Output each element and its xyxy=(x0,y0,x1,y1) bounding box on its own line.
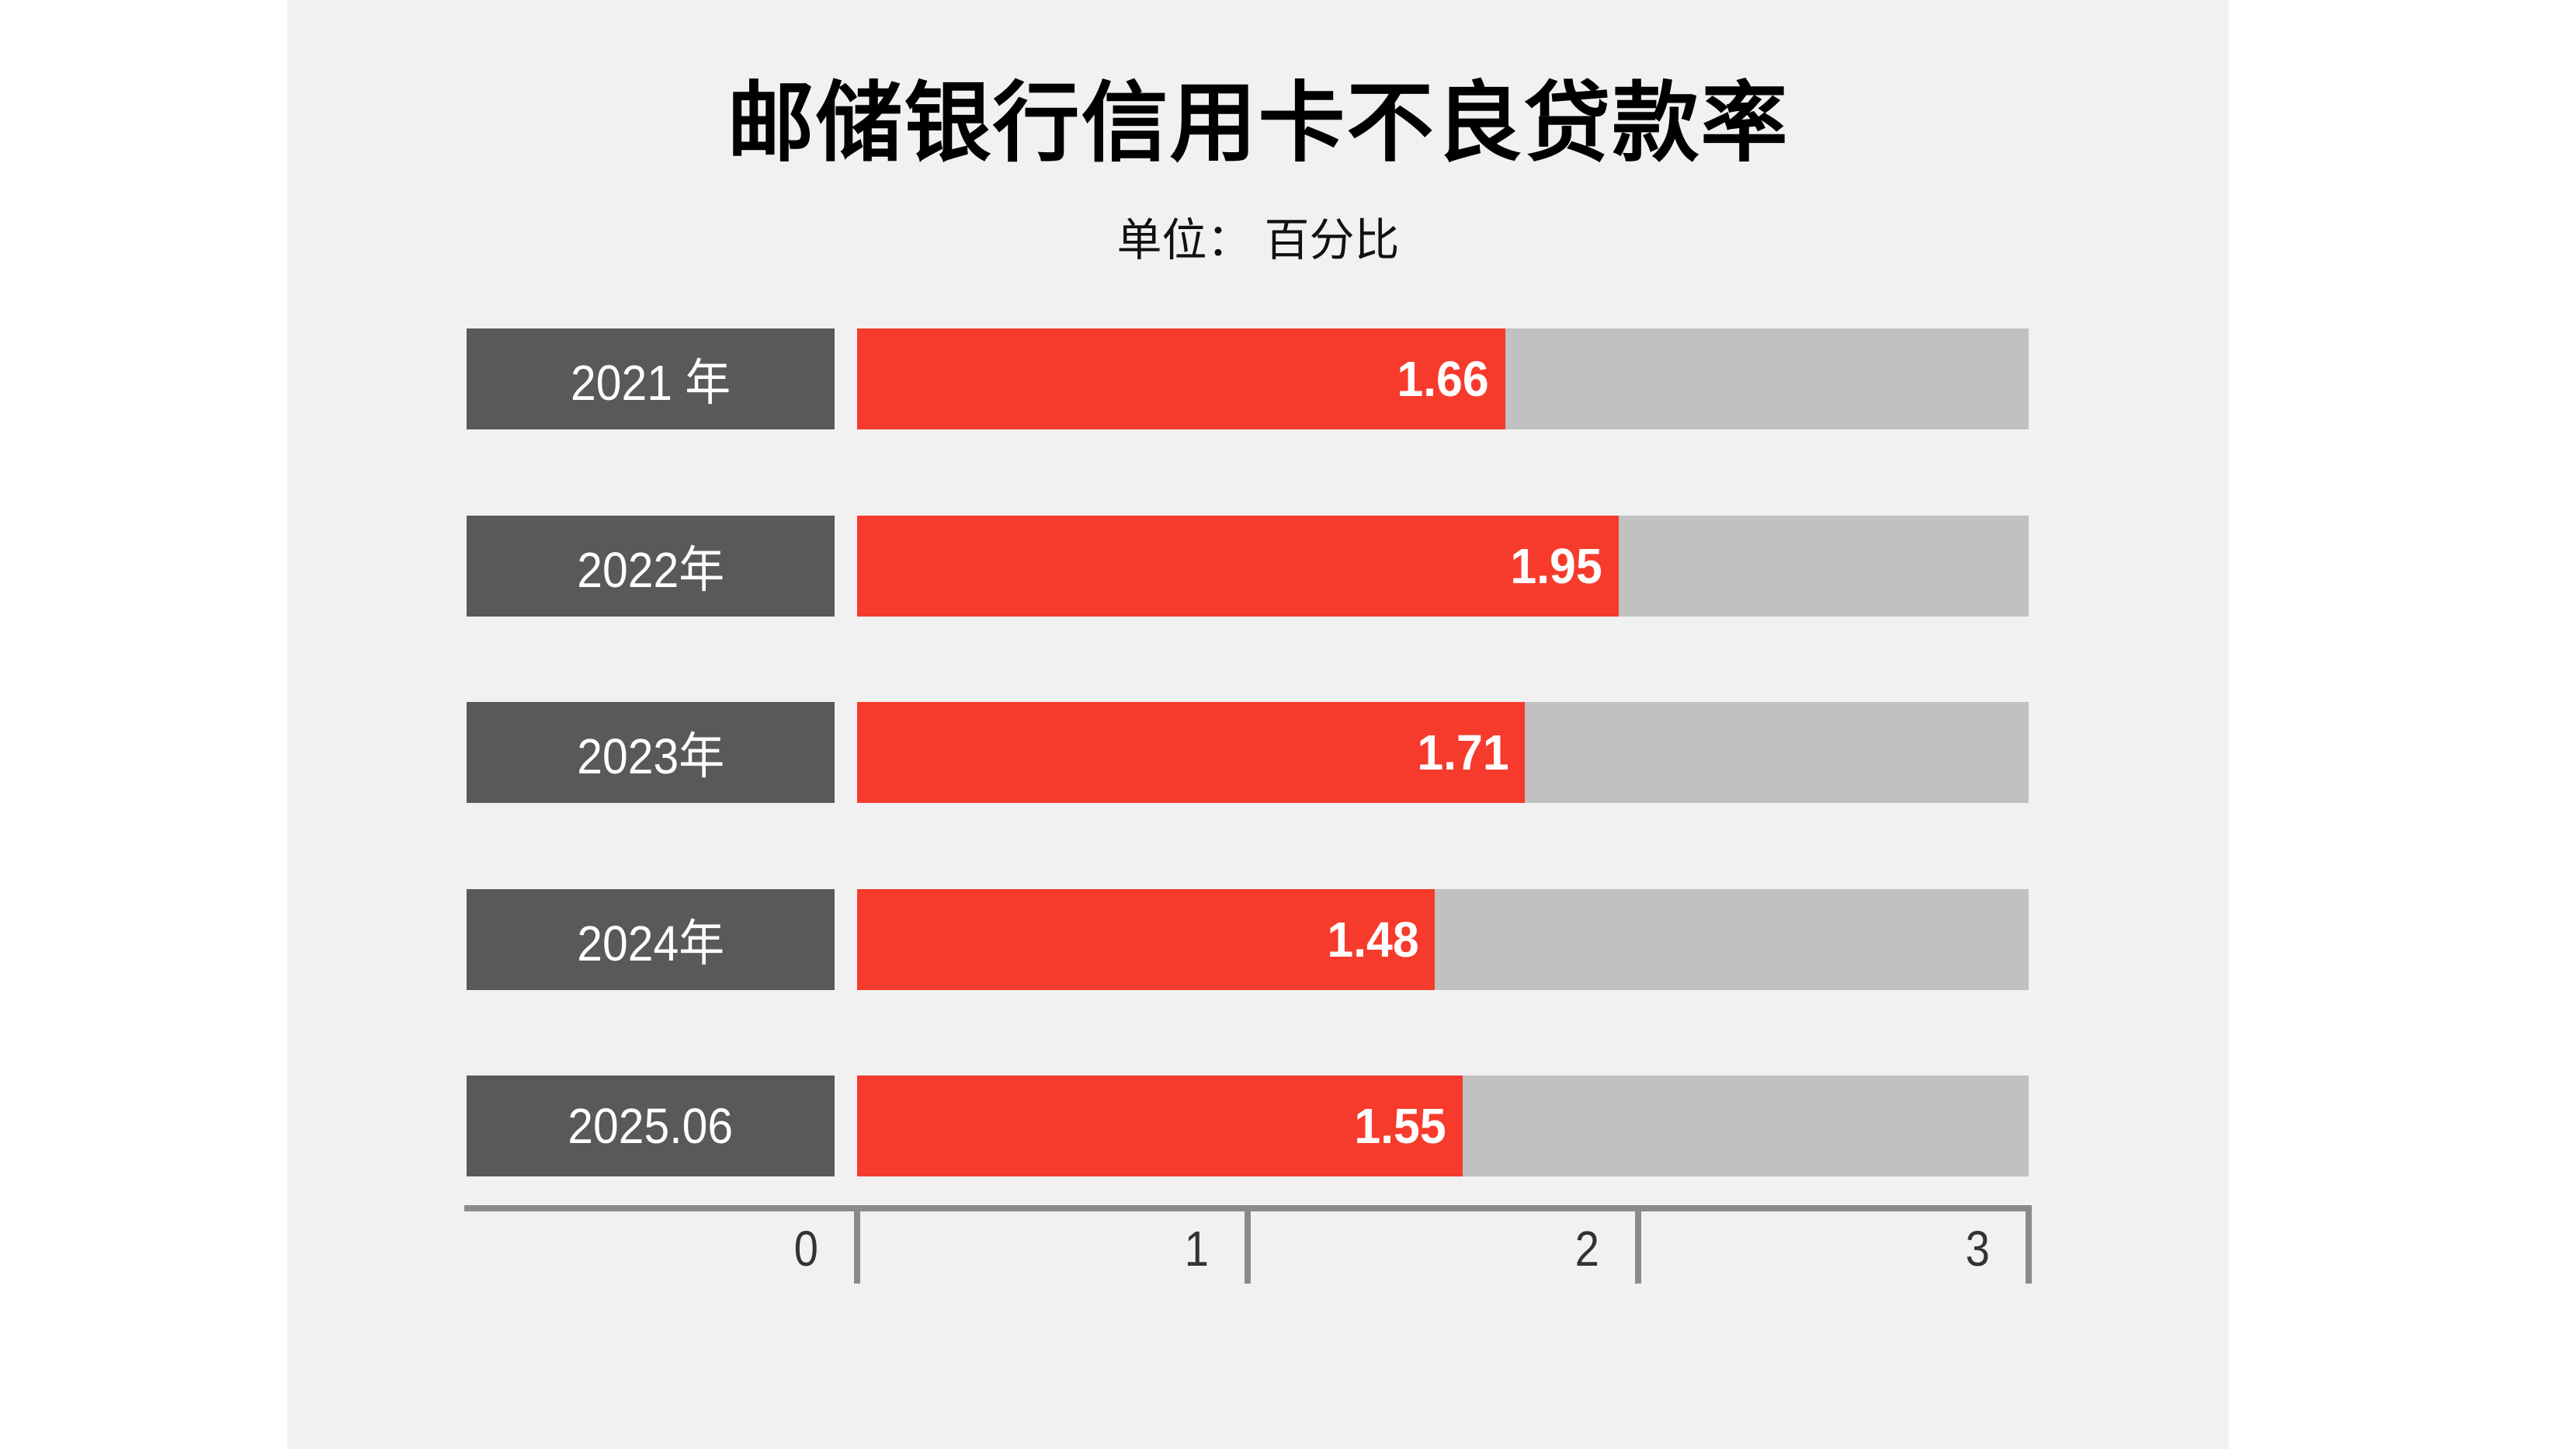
bar-row: 2021 年 1.66 xyxy=(0,328,2576,429)
category-label: 2025.06 xyxy=(568,1098,734,1154)
category-label-box: 2021 年 xyxy=(467,328,835,429)
category-label: 2024年 xyxy=(577,915,724,971)
x-axis-tick-label: 0 xyxy=(793,1221,818,1277)
bar-value-label: 1.71 xyxy=(1416,724,1509,780)
x-axis-tick xyxy=(1635,1205,1641,1284)
category-label-box: 2024年 xyxy=(467,888,835,990)
category-label-box: 2023年 xyxy=(467,702,835,803)
bar-track: 1.95 xyxy=(857,515,2029,617)
bar-row: 2025.06 1.55 xyxy=(0,1075,2576,1176)
bar-fill: 1.71 xyxy=(857,702,1526,803)
bar-fill: 1.95 xyxy=(857,515,1619,617)
bar-track: 1.48 xyxy=(857,888,2029,990)
chart-title: 邮储银行信用卡不良贷款率 xyxy=(727,75,1790,172)
category-label-box: 2022年 xyxy=(467,515,835,617)
bar-fill: 1.48 xyxy=(857,888,1436,990)
bar-row: 2024年 1.48 xyxy=(0,888,2576,990)
chart-unit-label: 单位： 百分比 xyxy=(1116,215,1400,266)
x-axis-tick xyxy=(1245,1205,1251,1284)
x-axis-tick xyxy=(2026,1205,2032,1284)
x-axis-tick-label: 2 xyxy=(1574,1221,1599,1277)
bar-value-label: 1.55 xyxy=(1354,1098,1446,1154)
x-axis-tick xyxy=(854,1205,860,1284)
bar-value-label: 1.66 xyxy=(1397,351,1490,407)
bar-row: 2022年 1.95 xyxy=(0,515,2576,617)
category-label-box: 2025.06 xyxy=(467,1075,835,1176)
bar-value-label: 1.95 xyxy=(1510,537,1602,594)
category-label: 2021 年 xyxy=(570,355,731,411)
bar-row: 2023年 1.71 xyxy=(0,702,2576,803)
category-label: 2022年 xyxy=(577,541,724,598)
bar-track: 1.55 xyxy=(857,1075,2029,1176)
bar-track: 1.66 xyxy=(857,328,2029,429)
bar-fill: 1.55 xyxy=(857,1075,1463,1176)
category-label: 2023年 xyxy=(577,728,724,784)
x-axis-tick-label: 3 xyxy=(1965,1221,1990,1277)
bar-value-label: 1.48 xyxy=(1327,911,1419,968)
bar-track: 1.71 xyxy=(857,702,2029,803)
x-axis-tick-label: 1 xyxy=(1184,1221,1209,1277)
bar-fill: 1.66 xyxy=(857,328,1505,429)
